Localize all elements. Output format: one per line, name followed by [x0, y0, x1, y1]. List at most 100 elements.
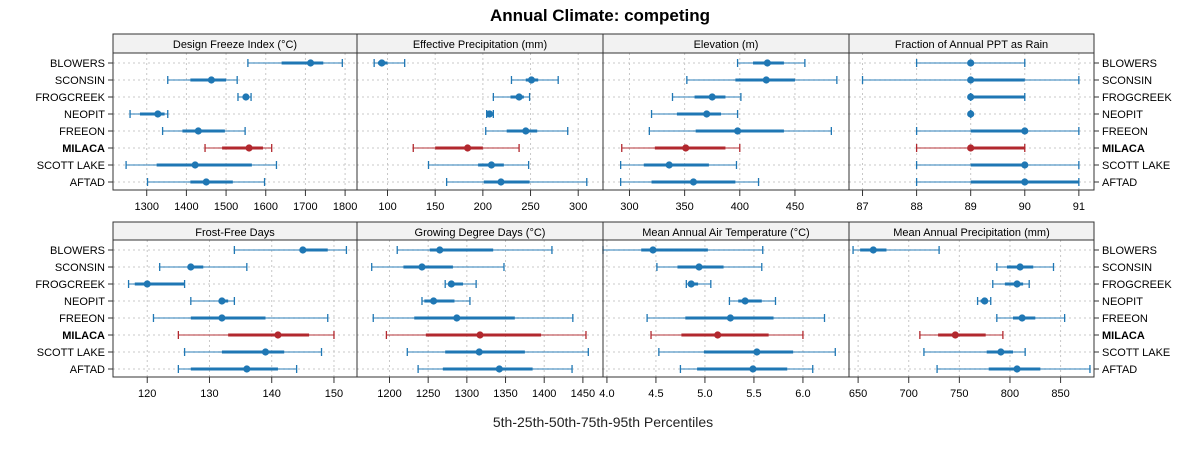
- median-point: [187, 263, 195, 271]
- x-tick-label: 90: [1019, 201, 1031, 213]
- plot-area: [849, 53, 1094, 190]
- site-marker-blowers: [915, 59, 1026, 67]
- site-marker-freeon: [152, 314, 329, 322]
- site-marker-scott-lake: [406, 348, 589, 356]
- plot-area: [357, 53, 603, 190]
- site-label-right: AFTAD: [1102, 177, 1137, 189]
- x-tick-label: 1250: [416, 388, 440, 400]
- site-marker-aftad: [417, 365, 573, 373]
- x-tick-label: 130: [200, 388, 218, 400]
- site-marker-blowers: [247, 59, 343, 67]
- site-marker-freeon: [161, 127, 246, 135]
- x-tick-label: 1450: [571, 388, 595, 400]
- x-tick-label: 140: [263, 388, 281, 400]
- median-point: [708, 93, 716, 101]
- x-tick-label: 850: [1051, 388, 1069, 400]
- site-label-left: FREEON: [59, 126, 105, 138]
- panel-title: Effective Precipitation (mm): [413, 39, 547, 51]
- site-label-right: NEOPIT: [1102, 109, 1143, 121]
- median-point: [154, 110, 162, 118]
- panel-title: Mean Annual Air Temperature (°C): [642, 227, 809, 239]
- panel-title: Mean Annual Precipitation (mm): [893, 227, 1050, 239]
- site-label-left: FROGCREEK: [35, 279, 105, 291]
- site-marker-sconsin: [656, 263, 763, 271]
- site-marker-frogcreek: [967, 93, 1026, 101]
- median-point: [753, 348, 761, 356]
- x-tick-label: 300: [620, 201, 638, 213]
- plot-area: [113, 240, 357, 377]
- median-point: [741, 297, 749, 305]
- median-point: [527, 76, 536, 84]
- median-point: [447, 280, 455, 288]
- median-point: [436, 246, 444, 254]
- site-label-right: FREEON: [1102, 126, 1148, 138]
- site-marker-milaca: [650, 331, 804, 339]
- median-point: [1013, 280, 1021, 288]
- site-label-left: SCOTT LAKE: [37, 160, 105, 172]
- median-point: [194, 127, 202, 135]
- x-tick-label: 89: [965, 201, 977, 213]
- site-marker-neopit: [190, 297, 236, 305]
- site-label-left: BLOWERS: [50, 58, 105, 70]
- median-point: [967, 144, 975, 152]
- site-marker-freeon: [372, 314, 574, 322]
- site-marker-frogcreek: [685, 280, 712, 288]
- median-point: [218, 297, 226, 305]
- x-tick-label: 1500: [214, 201, 238, 213]
- median-point: [682, 144, 690, 152]
- site-marker-milaca: [915, 144, 1026, 152]
- median-point: [689, 178, 698, 186]
- median-point: [762, 76, 770, 84]
- site-marker-scott-lake: [620, 161, 738, 169]
- x-tick-label: 350: [675, 201, 693, 213]
- x-tick-label: 1400: [532, 388, 556, 400]
- site-label-left: SCONSIN: [55, 262, 105, 274]
- site-marker-milaca: [204, 144, 273, 152]
- median-point: [378, 59, 386, 67]
- median-point: [967, 110, 975, 118]
- site-label-left: NEOPIT: [64, 109, 105, 121]
- median-point: [515, 93, 523, 101]
- site-marker-frogcreek: [127, 280, 186, 288]
- median-point: [429, 297, 438, 305]
- median-point: [869, 246, 877, 254]
- x-tick-label: 1400: [174, 201, 198, 213]
- plot-area: [603, 240, 849, 377]
- site-label-right: BLOWERS: [1102, 58, 1157, 70]
- site-marker-neopit: [650, 110, 739, 118]
- median-point: [1021, 127, 1029, 135]
- panel-1: Design Freeze Index (°C) 1300 1400 1500 1600…: [112, 33, 358, 213]
- x-tick-label: 5.5: [746, 388, 761, 400]
- chart-title: Annual Climate: competing: [490, 6, 710, 25]
- panel-frame: [848, 52, 1095, 191]
- median-point: [665, 161, 673, 169]
- site-marker-sconsin: [686, 76, 838, 84]
- panel-4: Fraction of Annual PPT as Rain 87 88 89 90 91: [848, 33, 1095, 213]
- site-marker-freeon: [648, 127, 832, 135]
- median-point: [1018, 314, 1026, 322]
- median-point: [242, 93, 250, 101]
- site-label-right: SCONSIN: [1102, 75, 1152, 87]
- panel-frame: [848, 239, 1095, 378]
- x-tick-label: 700: [900, 388, 918, 400]
- site-marker-scott-lake: [183, 348, 323, 356]
- x-tick-label: 800: [1001, 388, 1019, 400]
- site-label-right: SCOTT LAKE: [1102, 347, 1170, 359]
- median-point: [997, 348, 1005, 356]
- site-marker-aftad: [679, 365, 814, 373]
- x-tick-label: 5.0: [697, 388, 712, 400]
- site-label-right: MILACA: [1102, 330, 1145, 342]
- median-point: [495, 365, 503, 373]
- median-point: [967, 93, 975, 101]
- site-marker-blowers: [736, 59, 806, 67]
- site-label-right: FROGCREEK: [1102, 279, 1172, 291]
- site-marker-aftad: [445, 178, 588, 186]
- median-point: [687, 280, 695, 288]
- site-marker-freeon: [646, 314, 826, 322]
- site-marker-aftad: [146, 178, 266, 186]
- site-marker-blowers: [396, 246, 553, 254]
- median-point: [1021, 178, 1029, 186]
- x-tick-label: 120: [138, 388, 156, 400]
- site-marker-neopit: [976, 297, 992, 305]
- site-marker-aftad: [620, 178, 760, 186]
